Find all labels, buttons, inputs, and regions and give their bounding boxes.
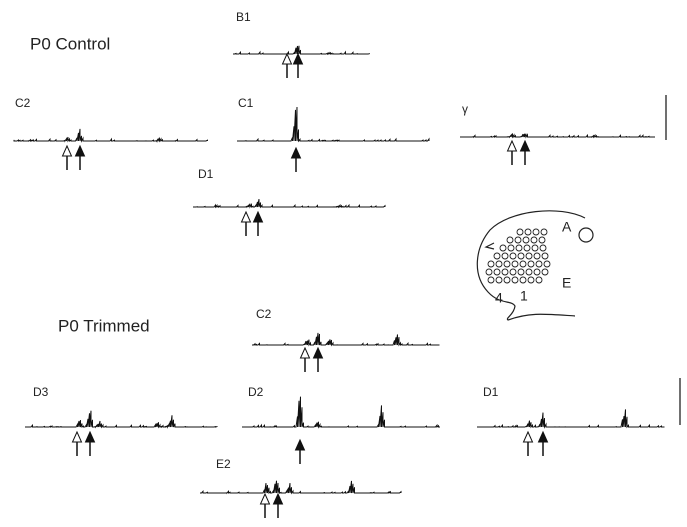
barrel [503, 276, 511, 284]
barrel [487, 276, 495, 284]
barrel [533, 252, 541, 260]
arrow-head [537, 430, 549, 443]
barrel [541, 268, 549, 276]
panel-label: C2 [15, 96, 31, 110]
psth-trace [477, 409, 665, 429]
barrel [538, 236, 546, 244]
barrel [499, 244, 507, 252]
barrel [532, 228, 540, 236]
barrel [535, 260, 543, 268]
barrel [530, 236, 538, 244]
barrel [501, 268, 509, 276]
map-label: 4 [495, 290, 503, 306]
arrow-head [252, 210, 264, 223]
barrel [487, 260, 495, 268]
barrel [495, 260, 503, 268]
panel-label: B1 [236, 10, 251, 24]
arrow-head [292, 52, 304, 65]
arrow-head [312, 346, 324, 359]
barrel [540, 228, 548, 236]
barrel [533, 268, 541, 276]
barrel [527, 260, 535, 268]
arrow-head [272, 492, 284, 505]
psth-trace [200, 480, 402, 495]
group-title: P0 Control [30, 34, 110, 53]
barrel-map [476, 210, 594, 321]
barrel [535, 276, 543, 284]
barrel [517, 252, 525, 260]
barrel [531, 244, 539, 252]
psth-trace [233, 45, 370, 56]
barrel [517, 268, 525, 276]
panel-label: D1 [483, 385, 499, 399]
barrel [495, 276, 503, 284]
barrel [501, 252, 509, 260]
barrel [514, 236, 522, 244]
map-mark [484, 242, 495, 250]
arrow-head [522, 430, 534, 443]
barrel [541, 252, 549, 260]
panel-label: D2 [248, 385, 264, 399]
barrel [503, 260, 511, 268]
group-title: P0 Trimmed [58, 316, 150, 335]
arrow-head [84, 430, 96, 443]
map-label: E [562, 275, 571, 291]
barrel [519, 276, 527, 284]
barrel [539, 244, 547, 252]
barrel [523, 244, 531, 252]
barrel [527, 276, 535, 284]
arrow-head [299, 346, 311, 359]
map-outline [476, 210, 586, 321]
barrel [507, 244, 515, 252]
psth-trace [25, 410, 218, 429]
barrel [516, 228, 524, 236]
panel-label: D3 [33, 385, 49, 399]
barrel-circle [578, 227, 594, 243]
barrel [543, 260, 551, 268]
panel-label: D1 [198, 167, 214, 181]
arrow-head [259, 492, 271, 505]
barrel [525, 252, 533, 260]
panel-label: γ [462, 102, 468, 116]
arrow-head [281, 52, 293, 65]
arrow-head [519, 139, 531, 152]
barrel [524, 228, 532, 236]
panel-label: C1 [238, 96, 254, 110]
barrel [511, 260, 519, 268]
barrel [519, 260, 527, 268]
barrel [511, 276, 519, 284]
arrow-head [294, 438, 306, 451]
arrow-head [61, 144, 73, 157]
barrel [493, 252, 501, 260]
barrel [485, 268, 493, 276]
panel-label: E2 [216, 457, 231, 471]
psth-trace [252, 332, 440, 347]
psth-trace [193, 199, 386, 209]
barrel [509, 268, 517, 276]
psth-trace [460, 133, 655, 139]
arrow-head [240, 210, 252, 223]
panel-label: C2 [256, 307, 272, 321]
barrel [522, 236, 530, 244]
psth-trace [237, 106, 430, 143]
map-label: A [562, 219, 572, 235]
map-label: 1 [520, 288, 528, 304]
barrel [506, 236, 514, 244]
barrel [525, 268, 533, 276]
psth-trace [13, 128, 208, 143]
barrel [493, 268, 501, 276]
arrow-head [506, 139, 518, 152]
arrow-head [74, 144, 86, 157]
psth-trace [242, 396, 440, 429]
barrel [515, 244, 523, 252]
arrow-head [71, 430, 83, 443]
barrel [509, 252, 517, 260]
arrow-head [290, 146, 302, 159]
